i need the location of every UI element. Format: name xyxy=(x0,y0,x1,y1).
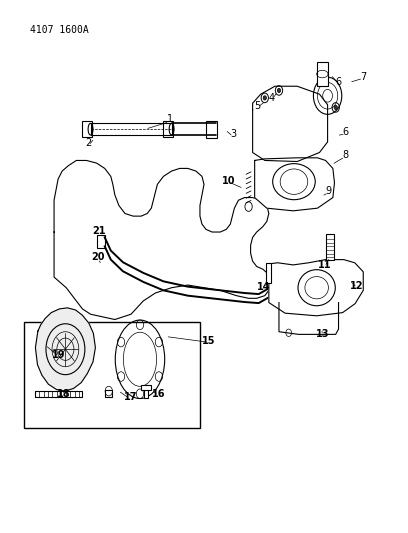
Bar xyxy=(24,322,200,428)
Bar xyxy=(141,385,151,390)
Text: 9: 9 xyxy=(326,185,332,196)
Text: 10: 10 xyxy=(222,175,236,185)
Polygon shape xyxy=(255,158,335,211)
Text: 4107 1600A: 4107 1600A xyxy=(30,25,89,35)
Text: 12: 12 xyxy=(350,281,364,291)
Bar xyxy=(82,121,92,137)
Polygon shape xyxy=(54,160,271,319)
Text: 21: 21 xyxy=(92,226,105,236)
Circle shape xyxy=(263,96,266,100)
Text: 1: 1 xyxy=(166,114,173,124)
Circle shape xyxy=(277,88,281,93)
Text: 11: 11 xyxy=(318,261,332,270)
Polygon shape xyxy=(269,260,363,316)
Bar xyxy=(105,390,113,397)
Bar xyxy=(266,263,271,284)
Text: 6: 6 xyxy=(343,127,349,138)
Bar xyxy=(206,120,217,138)
Text: 13: 13 xyxy=(316,329,330,339)
Text: 17: 17 xyxy=(124,392,137,402)
Polygon shape xyxy=(253,86,328,161)
Bar xyxy=(326,234,334,260)
Bar xyxy=(144,385,149,398)
Circle shape xyxy=(334,106,337,110)
Text: 6: 6 xyxy=(335,77,341,87)
Polygon shape xyxy=(35,308,95,391)
Bar xyxy=(163,121,173,137)
Text: 14: 14 xyxy=(257,281,271,292)
Text: 18: 18 xyxy=(57,389,70,399)
Bar xyxy=(35,391,82,397)
Text: 3: 3 xyxy=(230,129,236,139)
Bar xyxy=(317,62,328,86)
Text: 19: 19 xyxy=(52,350,66,360)
Text: 20: 20 xyxy=(91,252,104,262)
Text: 16: 16 xyxy=(152,389,165,399)
Text: 4: 4 xyxy=(269,93,275,103)
Text: 8: 8 xyxy=(342,150,348,160)
Bar xyxy=(97,235,105,248)
Text: 5: 5 xyxy=(254,101,261,111)
Text: 7: 7 xyxy=(360,71,366,82)
Text: 15: 15 xyxy=(202,336,215,346)
Ellipse shape xyxy=(313,77,342,114)
Text: 2: 2 xyxy=(85,138,92,148)
Bar xyxy=(91,123,172,135)
